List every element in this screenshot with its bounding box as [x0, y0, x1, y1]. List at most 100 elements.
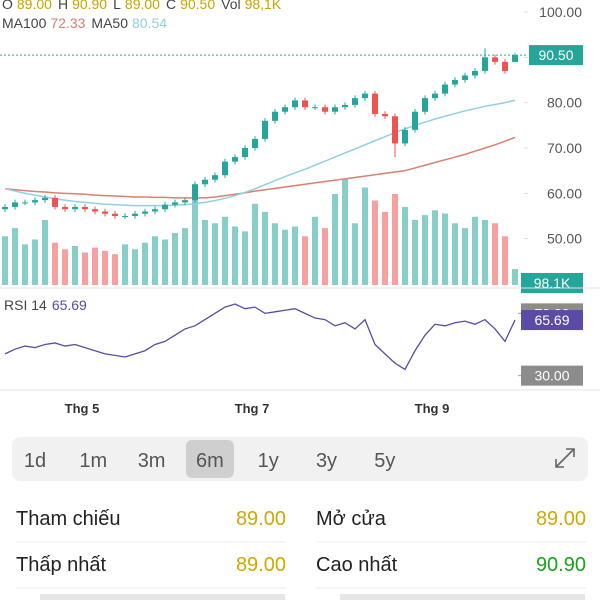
stat-value: 90.90 — [536, 554, 586, 576]
candle-body — [332, 107, 338, 112]
volume-bar — [142, 242, 148, 285]
volume-bar — [112, 254, 118, 285]
x-tick-label: Thg 9 — [415, 401, 450, 416]
volume-bar — [212, 223, 218, 285]
volume-bar — [422, 215, 428, 285]
bottom-bar — [40, 594, 285, 600]
range-tab[interactable]: 5y — [374, 450, 395, 472]
candle-body — [272, 111, 278, 121]
range-tab[interactable]: 3m — [138, 450, 166, 472]
vol-value: 98,1K — [245, 0, 282, 12]
candle-body — [422, 98, 428, 112]
volume-label: 98.1K — [534, 275, 571, 291]
candle-body — [22, 202, 28, 204]
range-tab[interactable]: 1y — [258, 450, 279, 472]
volume-bar — [462, 228, 468, 285]
volume-bar — [472, 216, 478, 285]
candle-body — [52, 197, 58, 207]
candle-body — [62, 206, 68, 210]
candle-body — [312, 107, 318, 109]
volume-bar — [372, 200, 378, 285]
candle-body — [392, 116, 398, 144]
stat-value: 89.00 — [236, 554, 286, 576]
volume-bar — [72, 246, 78, 285]
ohlc-value: 90.90 — [72, 0, 107, 12]
volume-bar — [102, 250, 108, 285]
expand-icon[interactable] — [555, 448, 575, 468]
rsi-value: 65.69 — [52, 297, 87, 313]
volume-bar — [42, 220, 48, 285]
volume-bar — [22, 244, 28, 285]
volume-bar — [432, 210, 438, 285]
candle-body — [2, 206, 8, 210]
ohlc-value: 90.50 — [180, 0, 215, 12]
candle-body — [152, 209, 158, 212]
volume-bar — [232, 226, 238, 285]
stat-value: 89.00 — [236, 508, 286, 530]
volume-bar — [382, 211, 388, 285]
volume-bar — [262, 211, 268, 285]
volume-bar — [352, 223, 358, 285]
candle-body — [302, 100, 308, 108]
candle-body — [192, 184, 198, 201]
range-tab[interactable]: 3y — [316, 450, 337, 472]
volume-bar — [52, 242, 58, 285]
volume-bar — [332, 194, 338, 285]
volume-bar — [512, 269, 518, 285]
candle-body — [162, 204, 168, 210]
candle-body — [482, 57, 488, 71]
volume-bar — [2, 236, 8, 285]
ma-value: 72.33 — [50, 15, 85, 31]
ma-value: 80.54 — [132, 15, 167, 31]
candle-body — [472, 70, 478, 76]
candle-body — [182, 200, 188, 203]
volume-bar — [492, 223, 498, 285]
range-tab[interactable]: 6m — [196, 450, 224, 472]
ma-name: MA50 — [91, 15, 128, 31]
stat-label: Mở cửa — [316, 508, 387, 530]
candle-body — [242, 148, 248, 158]
ohlc-legend: O 89.00 H 90.90 L 89.00 C 90.50 Vol 98,1K — [2, 0, 282, 12]
range-tab[interactable]: 1d — [24, 450, 46, 472]
ohlc-value: 89.00 — [125, 0, 160, 12]
x-tick-label: Thg 7 — [235, 401, 270, 416]
volume-bar — [392, 194, 398, 285]
volume-bar — [32, 239, 38, 285]
candle-body — [352, 98, 358, 105]
volume-bar — [482, 220, 488, 285]
ma-line — [4, 136, 516, 199]
vol-key: Vol — [221, 0, 240, 12]
volume-bar — [452, 223, 458, 285]
stat-label: Tham chiếu — [16, 508, 121, 530]
candle-body — [502, 61, 508, 71]
y-tick-label: 100.00 — [539, 4, 582, 20]
rsi-name: RSI 14 — [4, 297, 47, 313]
candle-body — [362, 93, 368, 99]
stat-label: Cao nhất — [316, 554, 398, 576]
candle-body — [262, 120, 268, 139]
last-price-box — [529, 45, 583, 66]
rsi-value-label: 65.69 — [534, 312, 569, 328]
volume-bar — [152, 236, 158, 285]
candle-body — [212, 175, 218, 180]
y-tick-label: 80.00 — [547, 95, 582, 111]
volume-bar — [442, 213, 448, 285]
candle-body — [412, 111, 418, 130]
rsi-tick-label: 30.00 — [534, 368, 569, 384]
ohlc-key: C — [166, 0, 176, 12]
volume-bar — [312, 216, 318, 285]
ohlc-key: H — [58, 0, 68, 12]
candle-body — [82, 206, 88, 210]
ohlc-key: L — [113, 0, 121, 12]
candle-body — [492, 57, 498, 62]
volume-bar — [402, 207, 408, 285]
volume-bar — [272, 223, 278, 285]
candle-body — [202, 179, 208, 185]
volume-bar — [182, 228, 188, 285]
volume-bar — [502, 236, 508, 285]
volume-bar — [92, 247, 98, 285]
ma-line — [4, 99, 516, 207]
range-tab[interactable]: 1m — [79, 450, 107, 472]
candle-body — [132, 213, 138, 217]
